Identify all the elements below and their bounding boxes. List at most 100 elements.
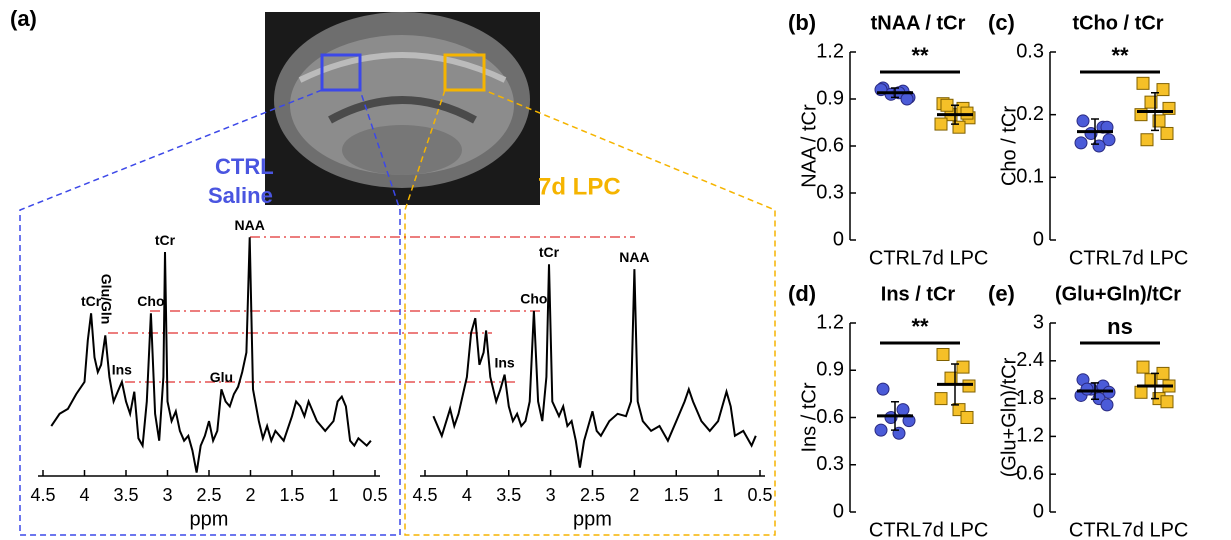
significance-label: ** bbox=[1111, 43, 1129, 68]
data-point bbox=[1161, 127, 1173, 139]
x-tick-label: CTRL bbox=[1069, 519, 1121, 540]
x-tick-label: 1.5 bbox=[664, 485, 689, 505]
data-point bbox=[1135, 386, 1147, 398]
x-tick-label: 0.5 bbox=[362, 485, 387, 505]
x-tick-label: 3.5 bbox=[496, 485, 521, 505]
data-point bbox=[1161, 396, 1173, 408]
y-tick-label: 0.1 bbox=[1016, 166, 1044, 188]
y-tick-label: 0.6 bbox=[816, 134, 844, 156]
y-tick-label: 0 bbox=[1033, 500, 1044, 522]
data-point bbox=[877, 383, 889, 395]
data-point bbox=[901, 93, 913, 105]
x-tick-label: 3 bbox=[546, 485, 556, 505]
page: (a) CTRL Saline 7d LPC 4.5 4 3.5 3 2.5 2 1.5 1 0… bbox=[0, 0, 1231, 540]
chart-title: (Glu+Gln)/tCr bbox=[1055, 283, 1181, 305]
data-point bbox=[1081, 383, 1093, 395]
group-label: Saline bbox=[208, 183, 273, 208]
data-point bbox=[897, 404, 909, 416]
x-tick-label: 7d LPC bbox=[922, 247, 989, 269]
panel-label: (b) bbox=[788, 10, 816, 35]
x-tick-label: 1 bbox=[713, 485, 723, 505]
mri-image bbox=[265, 12, 540, 205]
x-tick-label: 7d LPC bbox=[922, 519, 989, 540]
peak-label: Glu/Gln bbox=[99, 274, 115, 325]
data-point bbox=[957, 361, 969, 373]
spectrum-line bbox=[51, 237, 371, 472]
data-point bbox=[1101, 399, 1113, 411]
x-tick-label: 1 bbox=[328, 485, 338, 505]
y-tick-label: 1.2 bbox=[816, 311, 844, 333]
y-tick-label: 0.3 bbox=[816, 453, 844, 475]
y-tick-label: 0.3 bbox=[816, 181, 844, 203]
data-point bbox=[1075, 137, 1087, 149]
x-tick-label: 2 bbox=[629, 485, 639, 505]
y-axis-label: NAA / tCr bbox=[798, 104, 820, 188]
peak-label: tCr bbox=[155, 232, 176, 248]
group-label: 7d LPC bbox=[538, 173, 621, 200]
significance-label: ** bbox=[911, 43, 929, 68]
data-point bbox=[935, 393, 947, 405]
x-tick-label: 7d LPC bbox=[1122, 247, 1189, 269]
y-tick-label: 0.9 bbox=[816, 359, 844, 381]
y-tick-label: 0 bbox=[1033, 228, 1044, 250]
chart-title: tNAA / tCr bbox=[871, 12, 966, 34]
chart-title: Ins / tCr bbox=[881, 283, 956, 305]
x-axis-label: ppm bbox=[573, 508, 612, 530]
x-tick-label: 4.5 bbox=[30, 485, 55, 505]
panel-label: (a) bbox=[10, 6, 37, 31]
x-tick-label: 0.5 bbox=[747, 485, 772, 505]
y-tick-label: 0.2 bbox=[1016, 103, 1044, 125]
y-tick-label: 0.3 bbox=[1016, 40, 1044, 62]
peak-label: Cho bbox=[520, 291, 547, 307]
group-label: CTRL bbox=[215, 154, 274, 179]
data-point bbox=[1137, 361, 1149, 373]
y-tick-label: 3 bbox=[1033, 311, 1044, 333]
y-tick-label: 0.6 bbox=[1016, 462, 1044, 484]
x-tick-label: 3.5 bbox=[113, 485, 138, 505]
data-point bbox=[935, 118, 947, 130]
x-axis-label: ppm bbox=[190, 508, 229, 530]
x-tick-label: 1.5 bbox=[279, 485, 304, 505]
y-tick-label: 1.2 bbox=[816, 40, 844, 62]
peak-label: NAA bbox=[234, 217, 264, 233]
data-point bbox=[963, 380, 975, 392]
y-tick-label: 0.6 bbox=[816, 406, 844, 428]
panel-label: (e) bbox=[988, 281, 1015, 306]
x-tick-label: 3 bbox=[162, 485, 172, 505]
data-point bbox=[1137, 77, 1149, 89]
y-tick-label: 2.4 bbox=[1016, 349, 1044, 371]
significance-label: ns bbox=[1107, 314, 1133, 339]
significance-label: ** bbox=[911, 314, 929, 339]
y-tick-label: 0 bbox=[833, 228, 844, 250]
x-tick-label: 4 bbox=[462, 485, 472, 505]
data-point bbox=[1077, 115, 1089, 127]
peak-label: tCr bbox=[539, 244, 560, 260]
panel-label: (c) bbox=[988, 10, 1015, 35]
peak-label: Cho bbox=[137, 293, 164, 309]
peak-label: NAA bbox=[619, 249, 649, 265]
y-axis-label: Cho / tCr bbox=[998, 106, 1020, 186]
peak-label: Glu bbox=[210, 369, 233, 385]
x-tick-label: CTRL bbox=[869, 247, 921, 269]
figure: (a) CTRL Saline 7d LPC 4.5 4 3.5 3 2.5 2 1.5 1 0… bbox=[0, 0, 1231, 540]
data-point bbox=[961, 107, 973, 119]
data-point bbox=[937, 349, 949, 361]
data-point bbox=[1157, 84, 1169, 96]
chart-title: tCho / tCr bbox=[1072, 12, 1163, 34]
y-axis-label: (Glu+Gln)/tCr bbox=[998, 357, 1020, 477]
x-tick-label: 2.5 bbox=[580, 485, 605, 505]
y-tick-label: 1.8 bbox=[1016, 387, 1044, 409]
y-tick-label: 0 bbox=[833, 500, 844, 522]
y-tick-label: 0.9 bbox=[816, 87, 844, 109]
x-tick-label: CTRL bbox=[869, 519, 921, 540]
peak-label: Ins bbox=[494, 354, 514, 370]
x-tick-label: 4.5 bbox=[412, 485, 437, 505]
y-tick-label: 1.2 bbox=[1016, 425, 1044, 447]
panel-label: (d) bbox=[788, 281, 816, 306]
x-tick-label: 7d LPC bbox=[1122, 519, 1189, 540]
y-axis-label: Ins / tCr bbox=[798, 382, 820, 452]
x-tick-label: 2 bbox=[245, 485, 255, 505]
data-point bbox=[875, 424, 887, 436]
x-tick-label: 4 bbox=[79, 485, 89, 505]
data-point bbox=[1141, 134, 1153, 146]
